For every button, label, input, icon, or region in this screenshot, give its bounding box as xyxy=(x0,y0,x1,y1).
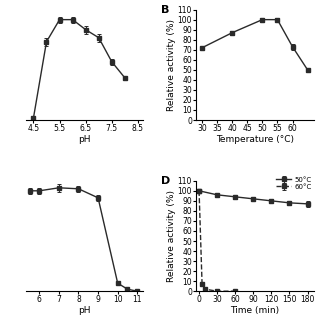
Y-axis label: Relative activity (%): Relative activity (%) xyxy=(167,190,176,282)
X-axis label: Temperature (°C): Temperature (°C) xyxy=(216,135,294,144)
Y-axis label: Relative activity (%): Relative activity (%) xyxy=(167,19,176,111)
X-axis label: pH: pH xyxy=(78,306,91,315)
X-axis label: pH: pH xyxy=(78,135,91,144)
Legend: 50°C, 60°C: 50°C, 60°C xyxy=(276,177,311,190)
Text: B: B xyxy=(161,5,169,15)
X-axis label: Time (min): Time (min) xyxy=(230,306,279,315)
Text: D: D xyxy=(161,176,170,186)
